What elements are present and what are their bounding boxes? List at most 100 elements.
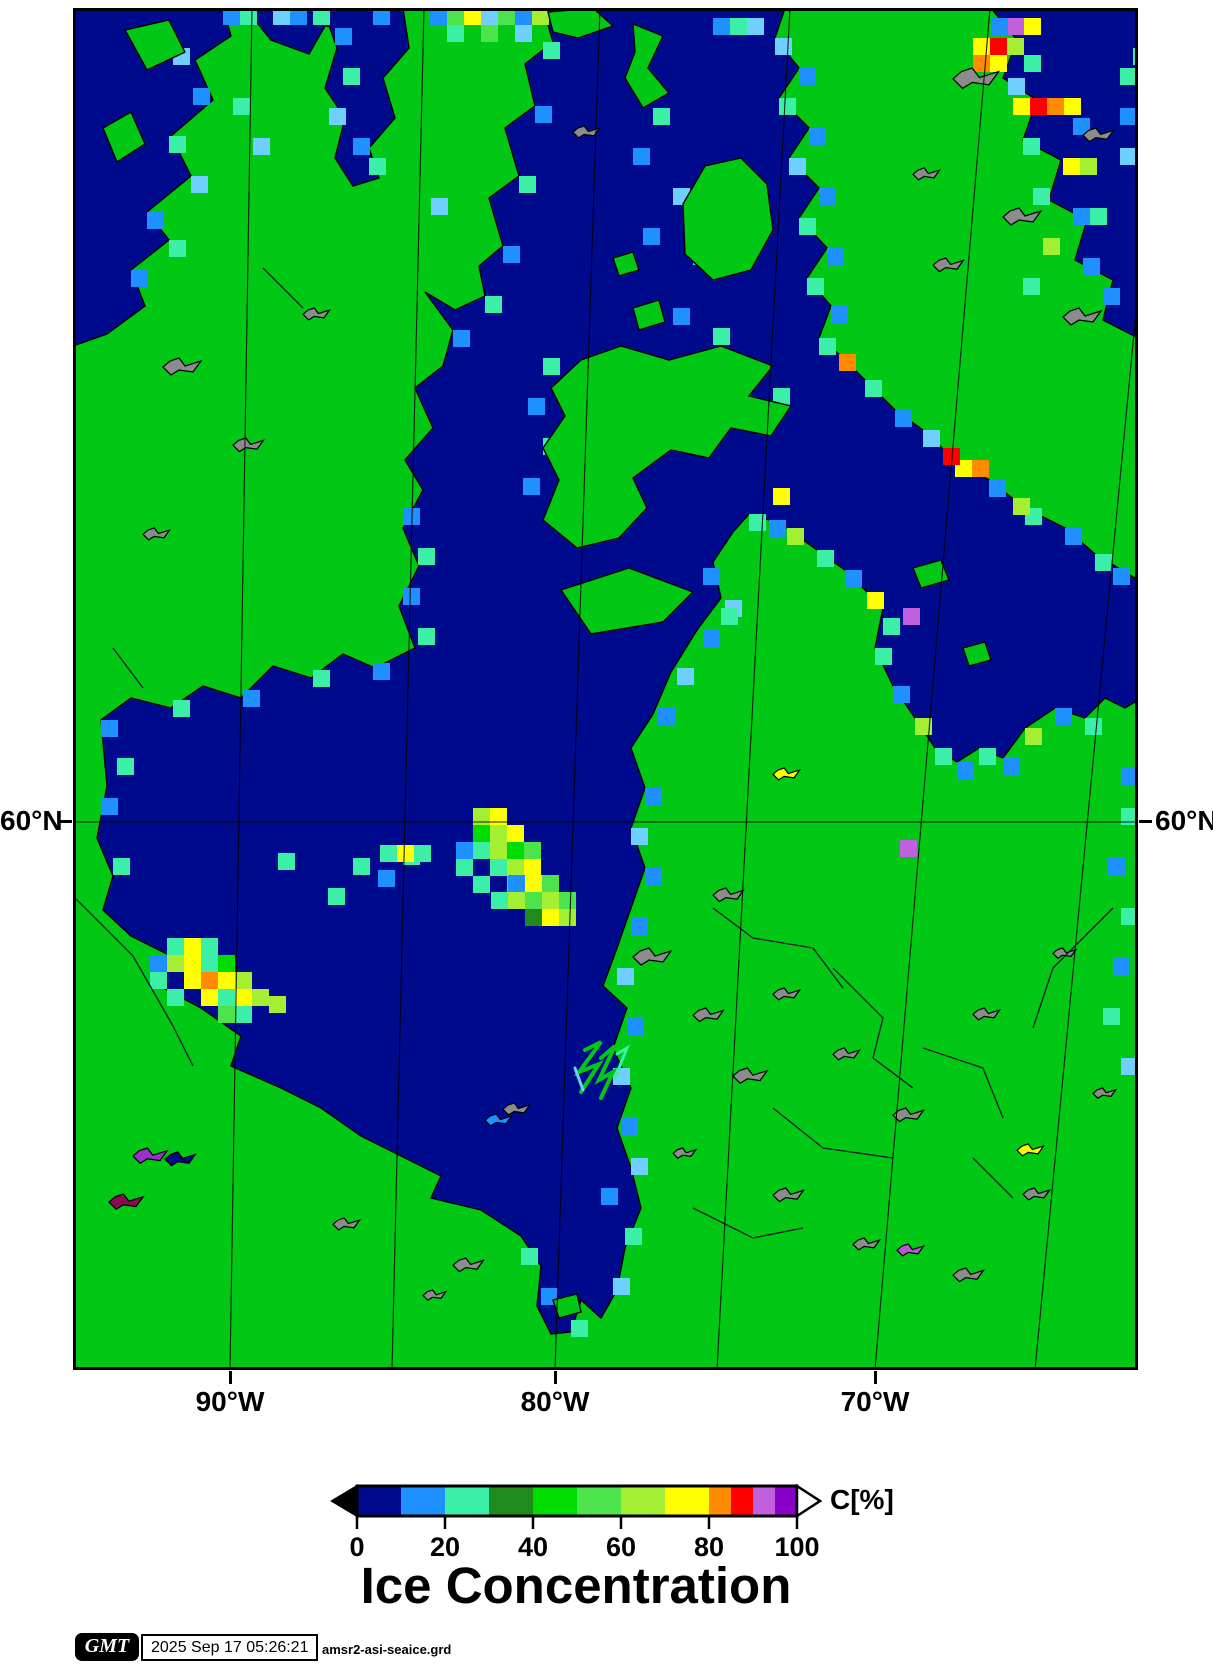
ice-cell	[1013, 98, 1030, 115]
lake	[852, 1237, 882, 1251]
ice-cell	[747, 18, 764, 35]
ice-cell	[131, 270, 148, 287]
ice-cell	[353, 138, 370, 155]
ice-cell	[343, 68, 360, 85]
ice-cell	[524, 842, 541, 859]
ice-cell	[515, 8, 532, 25]
ice-cell	[373, 663, 390, 680]
colorbar-segment	[709, 1486, 731, 1516]
colorbar-segment	[577, 1486, 621, 1516]
ice-cell	[481, 8, 498, 25]
ice-cell	[895, 410, 912, 427]
ice-cell	[147, 212, 164, 229]
ice-cell	[957, 762, 974, 779]
colorbar-segments	[357, 1486, 797, 1516]
lake	[952, 1267, 985, 1283]
colorbar-segment	[665, 1486, 709, 1516]
ice-cell	[235, 1006, 252, 1023]
ice-cell	[167, 989, 184, 1006]
ice-cell	[1090, 208, 1107, 225]
ice-cell	[167, 955, 184, 972]
ice-cell	[542, 875, 559, 892]
ice-cell	[865, 380, 882, 397]
lake	[832, 1047, 862, 1061]
ice-cell	[373, 8, 390, 25]
island-prince-charles	[682, 157, 774, 281]
ice-cell	[1007, 38, 1024, 55]
ice-cell	[253, 138, 270, 155]
ice-cell	[643, 228, 660, 245]
ice-cell	[218, 989, 235, 1006]
ice-cell	[1024, 55, 1041, 72]
lake	[1002, 207, 1043, 226]
ice-cell	[875, 648, 892, 665]
colorbar-tick-label: 40	[517, 1532, 549, 1562]
ice-cell	[673, 308, 690, 325]
ice-cell	[730, 18, 747, 35]
ice-cell	[972, 460, 989, 477]
ice-cell	[447, 25, 464, 42]
open-water	[73, 8, 1138, 1335]
lon-tick	[553, 1371, 557, 1384]
ice-cell	[867, 592, 884, 609]
ice-cell	[1008, 78, 1025, 95]
island-coats	[559, 567, 695, 635]
colorbar-segment	[731, 1486, 753, 1516]
ice-cell	[218, 955, 235, 972]
ice-cell	[490, 859, 507, 876]
ice-cell	[819, 188, 836, 205]
ice-cell	[218, 1006, 235, 1023]
island-southampton	[542, 345, 793, 549]
ice-cell	[473, 825, 490, 842]
ice-cell	[498, 8, 515, 25]
ice-cell	[787, 528, 804, 545]
graticule	[73, 8, 1138, 1370]
ice-cell	[1033, 188, 1050, 205]
lon-label: 80°W	[520, 1386, 590, 1417]
map-border	[73, 8, 1138, 1370]
ice-cell	[201, 938, 218, 955]
lake	[502, 1102, 532, 1116]
lakes	[108, 67, 1118, 1301]
lake	[932, 257, 965, 273]
ice-cell	[923, 430, 940, 447]
ice-cell	[1103, 1008, 1120, 1025]
islands	[102, 8, 992, 1319]
colorbar-segment	[621, 1486, 665, 1516]
lake	[1082, 127, 1115, 143]
ice-cell	[845, 570, 862, 587]
ice-cell	[713, 328, 730, 345]
ice-cell	[1103, 288, 1120, 305]
ice-cell	[631, 1158, 648, 1175]
ice-cell	[485, 296, 502, 313]
ice-cell	[645, 788, 662, 805]
ice-cell	[1024, 18, 1041, 35]
ice-cell	[1095, 554, 1112, 571]
ice-cell	[525, 909, 542, 926]
lat-label-right: 60°N	[1155, 805, 1213, 836]
ice-cell	[1120, 68, 1137, 85]
ice-cell	[523, 478, 540, 495]
island	[612, 251, 640, 277]
ice-cell	[773, 388, 790, 405]
ice-cell	[418, 628, 435, 645]
ice-cell	[721, 608, 738, 625]
lake	[422, 1289, 448, 1301]
ice-cell	[464, 8, 481, 25]
colorbar-segment	[445, 1486, 489, 1516]
ice-cell	[184, 972, 201, 989]
lake	[972, 1007, 1002, 1021]
ice-cell	[703, 568, 720, 585]
colorbar-segment	[357, 1486, 401, 1516]
colorbar-ticks	[355, 1516, 799, 1529]
ice-cell	[1023, 138, 1040, 155]
ice-cell	[473, 808, 490, 825]
ice-cell	[535, 106, 552, 123]
ice-cell	[645, 868, 662, 885]
lake	[1022, 1187, 1052, 1201]
lon-label: 70°W	[840, 1386, 910, 1417]
ice-cell	[1120, 108, 1137, 125]
meridian-80w	[554, 8, 601, 1370]
lake	[732, 1067, 769, 1085]
